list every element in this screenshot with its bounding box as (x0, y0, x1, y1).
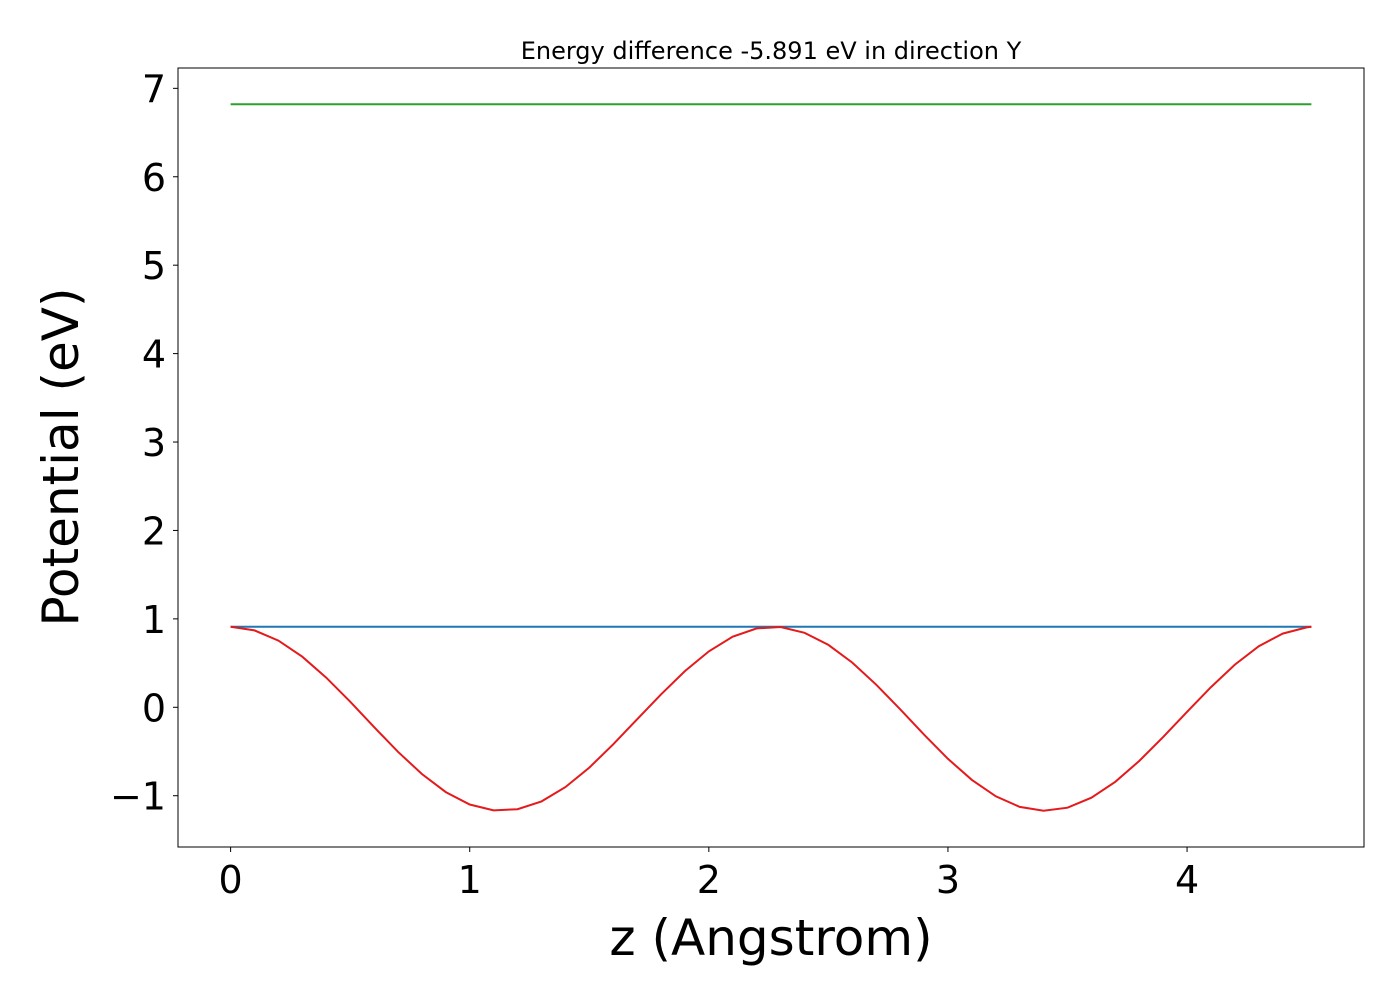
y-axis-label: Potential (eV) (32, 288, 90, 627)
y-tick-label: 5 (142, 244, 166, 288)
y-tick-label: 0 (142, 686, 166, 730)
y-tick-label: 6 (142, 156, 166, 200)
y-tick-label: 3 (142, 421, 166, 465)
x-tick-label: 4 (1175, 858, 1199, 902)
plot-frame (177, 67, 1365, 848)
y-tick-label: 4 (142, 333, 166, 377)
series-line-2 (230, 625, 1312, 812)
y-tick-label: 1 (142, 598, 166, 642)
y-tick-label: 2 (142, 509, 166, 553)
y-tick-label: 7 (142, 67, 166, 111)
x-tick-label: 1 (458, 858, 482, 902)
x-tick-label: 3 (936, 858, 960, 902)
x-tick-label: 2 (697, 858, 721, 902)
x-tick-label: 0 (219, 858, 243, 902)
chart-title: Energy difference -5.891 eV in direction… (521, 37, 1022, 65)
y-axis: −1 0 1 2 3 4 5 6 7 (110, 67, 178, 819)
x-axis: 0 1 2 3 4 (219, 847, 1199, 902)
plot-area (230, 103, 1312, 812)
x-axis-label: z (Angstrom) (609, 909, 932, 967)
y-tick-label: −1 (110, 775, 166, 819)
